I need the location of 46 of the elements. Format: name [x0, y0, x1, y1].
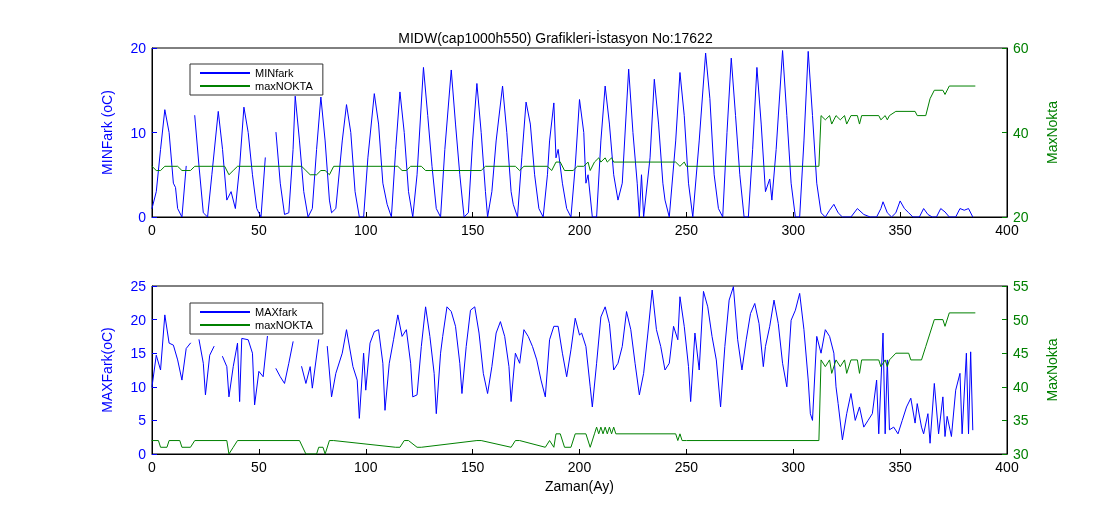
- y2-tick-label: 55: [1013, 278, 1029, 294]
- y2-axis-title: MaxNokta: [1044, 338, 1060, 402]
- x-tick-label: 150: [460, 459, 485, 475]
- legend-label: MAXfark: [255, 306, 298, 318]
- y2-tick-label: 50: [1013, 311, 1029, 328]
- y2-tick-label: 20: [1013, 209, 1029, 225]
- y2-tick-label: 30: [1013, 446, 1029, 462]
- x-tick-label: 400: [995, 222, 1019, 238]
- y-tick-label: 20: [130, 311, 147, 328]
- x-tick-label: 300: [781, 222, 806, 238]
- x-tick-label: 200: [567, 459, 592, 475]
- y2-tick-label: 35: [1013, 412, 1029, 429]
- x-tick-label: 300: [781, 459, 806, 475]
- y-tick-label: 25: [130, 278, 147, 294]
- x-tick-label: 350: [888, 459, 913, 475]
- x-tick-label: 250: [674, 459, 699, 475]
- x-axis-title: Zaman(Ay): [545, 477, 614, 494]
- legend-label: maxNOKTA: [255, 80, 314, 92]
- x-tick-label: 0: [148, 459, 157, 475]
- y-axis-title: MAXFark(oC): [99, 327, 115, 413]
- y2-tick-label: 40: [1013, 124, 1029, 141]
- y-tick-label: 5: [138, 412, 147, 429]
- x-tick-label: 100: [354, 222, 378, 238]
- y-axis-title: MINFark (oC): [99, 90, 115, 175]
- legend-label: maxNOKTA: [255, 319, 314, 331]
- y2-tick-label: 40: [1013, 378, 1029, 395]
- x-tick-label: 250: [674, 222, 699, 238]
- x-tick-label: 50: [251, 459, 267, 475]
- y-tick-label: 10: [130, 378, 147, 395]
- x-tick-label: 200: [567, 222, 592, 238]
- y-tick-label: 0: [138, 446, 147, 462]
- chart-title: MIDW(cap1000h550) Grafikleri-İstasyon No:17622: [398, 29, 713, 46]
- y-tick-label: 15: [130, 345, 147, 362]
- y2-tick-label: 45: [1013, 345, 1029, 362]
- y-tick-label: 20: [130, 40, 147, 56]
- y-tick-label: 10: [130, 124, 147, 141]
- y-tick-label: 0: [138, 209, 147, 225]
- x-tick-label: 0: [148, 222, 157, 238]
- x-tick-label: 150: [460, 222, 485, 238]
- y2-axis-title: MaxNokta: [1044, 100, 1060, 165]
- x-tick-label: 400: [995, 459, 1019, 475]
- x-tick-label: 100: [354, 459, 378, 475]
- legend-label: MINfark: [255, 67, 294, 79]
- y2-tick-label: 60: [1013, 40, 1029, 56]
- x-tick-label: 350: [888, 222, 913, 238]
- x-tick-label: 50: [251, 222, 267, 238]
